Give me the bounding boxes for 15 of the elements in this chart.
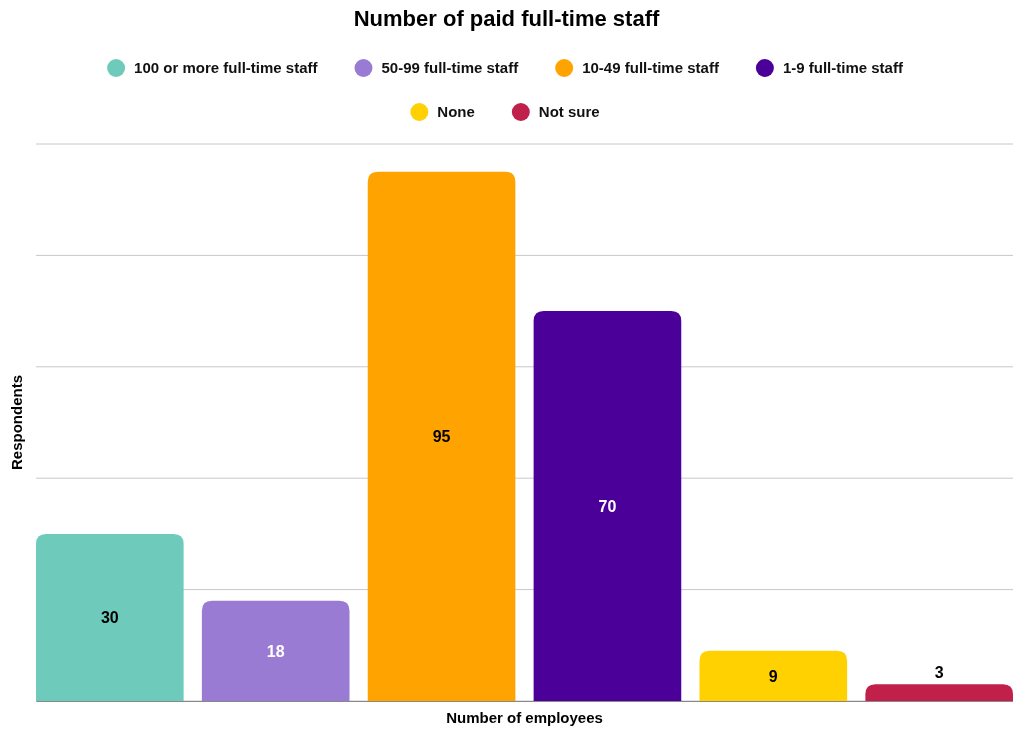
data-label: 3 bbox=[934, 664, 944, 682]
chart-title: Number of paid full-time staff bbox=[353, 6, 660, 31]
x-axis-title: Number of employees bbox=[446, 709, 603, 726]
legend-label: 10-49 full-time staff bbox=[582, 59, 720, 76]
data-label: 70 bbox=[598, 498, 617, 516]
legend-label: 1-9 full-time staff bbox=[782, 59, 904, 76]
legend-label: Not sure bbox=[538, 103, 600, 120]
data-label: 30 bbox=[100, 609, 119, 627]
data-label: 9 bbox=[768, 667, 778, 685]
data-label: 18 bbox=[266, 642, 285, 660]
y-axis-title: Respondents bbox=[8, 374, 25, 471]
data-label: 95 bbox=[432, 428, 451, 446]
legend-label: 100 or more full-time staff bbox=[134, 59, 319, 76]
legend-label: 50-99 full-time staff bbox=[381, 59, 520, 76]
legend-label: None bbox=[437, 103, 475, 120]
